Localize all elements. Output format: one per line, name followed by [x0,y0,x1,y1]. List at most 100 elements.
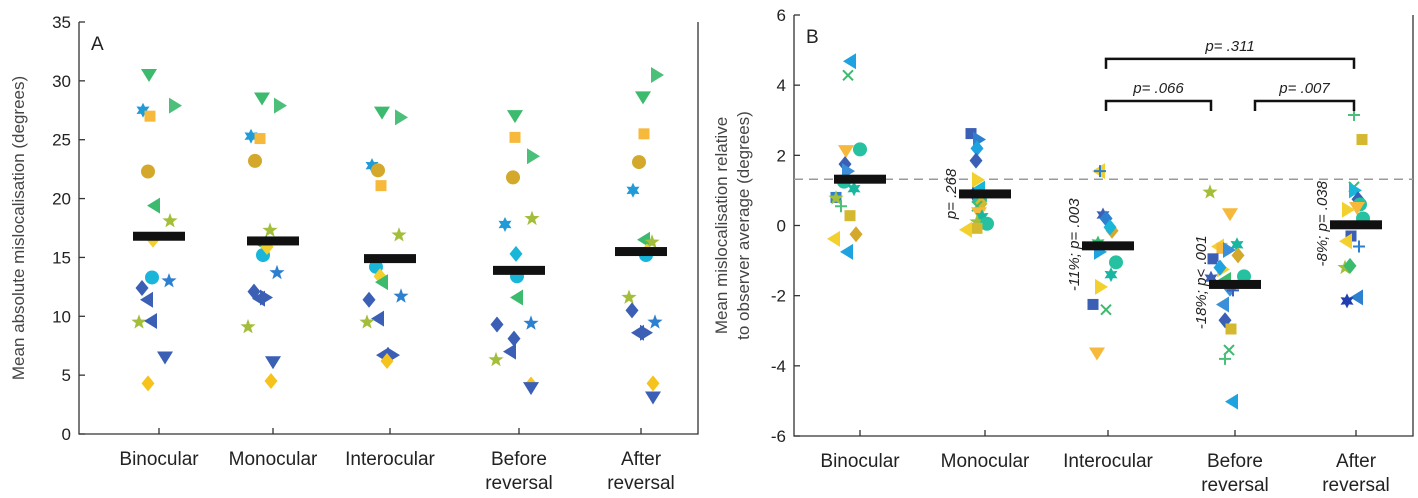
data-point [265,356,281,370]
mean-bar [959,189,1011,199]
data-point [842,69,854,82]
data-point [527,148,540,165]
data-point [269,264,285,280]
data-point [1089,347,1105,361]
data-point [1348,108,1360,121]
data-point [503,343,516,360]
data-point [635,91,651,105]
data-point [274,97,287,114]
data-point [644,234,660,249]
x-category-label: After [621,449,662,470]
data-point [141,68,157,82]
bracket-label: p= .311 [1204,38,1254,55]
data-point [362,291,376,308]
data-point [1349,182,1362,199]
data-point [853,142,867,157]
data-point [827,230,840,247]
y-tick-label: 35 [52,13,71,32]
mean-bar [1209,279,1261,289]
significance-bracket [1104,57,1356,69]
data-point [507,110,523,124]
data-point [626,182,640,198]
data-point [849,226,863,243]
mean-bar [133,231,185,241]
data-point [244,128,258,144]
data-point [638,128,650,140]
data-point [1095,278,1108,295]
data-point [391,227,407,242]
x-category-label: Before [1207,451,1263,472]
data-point [169,97,182,114]
data-point [1230,237,1244,253]
panel-letter: A [91,34,104,55]
y-axis-title: Mean absolute mislocalisation (degrees) [9,76,28,380]
data-point [1207,253,1219,265]
y-tick-label: 2 [777,146,786,165]
data-point [838,145,854,159]
data-point [1350,289,1363,306]
y-axis-title: Mean mislocalisation relative [712,117,731,334]
data-point [965,128,977,140]
data-point [144,312,157,329]
data-point [969,214,985,229]
data-point [1222,208,1238,222]
mean-bar [364,254,416,264]
x-category-label: reversal [607,473,675,494]
data-point [145,270,159,285]
data-point [1094,165,1106,178]
data-point [843,53,856,70]
data-point [647,314,663,329]
data-point [637,231,650,248]
data-point [1219,352,1231,365]
data-point [162,212,178,228]
data-point [523,382,539,396]
mean-bar [1330,220,1382,230]
data-point [621,289,637,304]
data-point [1353,240,1365,253]
data-point [1339,233,1352,250]
axes-frame [78,22,699,435]
y-tick-label: 0 [777,217,786,236]
mean-bar [493,265,545,275]
data-point [1216,296,1229,313]
mean-bar [615,247,667,257]
data-point [506,170,520,185]
y-tick-label: -6 [771,427,786,446]
mean-bar [834,174,886,184]
data-point [371,310,384,327]
data-point [359,314,375,329]
y-tick-label: 4 [777,76,786,95]
x-category-label: After [1336,451,1377,472]
x-category-label: Binocular [119,449,199,470]
data-point [980,216,994,231]
y-tick-label: 5 [62,366,71,385]
data-point [840,243,853,260]
data-point [1104,267,1118,283]
data-point [1225,393,1238,410]
x-category-label: Monocular [941,451,1030,472]
significance-annotation: -8%; p= .038 [1314,180,1331,266]
data-point [972,171,985,188]
data-point [260,289,273,306]
y-tick-label: 25 [52,131,71,150]
data-point [847,181,861,197]
x-category-label: Monocular [229,449,318,470]
data-point [1109,255,1123,270]
data-point [975,209,989,225]
x-category-label: Interocular [1063,451,1153,472]
data-point [828,190,844,205]
data-point [136,102,150,118]
data-point [1356,134,1368,146]
x-category-label: Interocular [345,449,435,470]
data-point [393,288,409,303]
data-point [1349,201,1365,215]
data-point [254,133,266,145]
significance-bracket [1253,99,1356,111]
y-tick-label: 6 [777,6,786,25]
data-point [490,316,504,333]
data-point [262,222,278,237]
data-point [248,153,262,168]
data-point [1237,269,1251,284]
data-point [645,391,661,405]
